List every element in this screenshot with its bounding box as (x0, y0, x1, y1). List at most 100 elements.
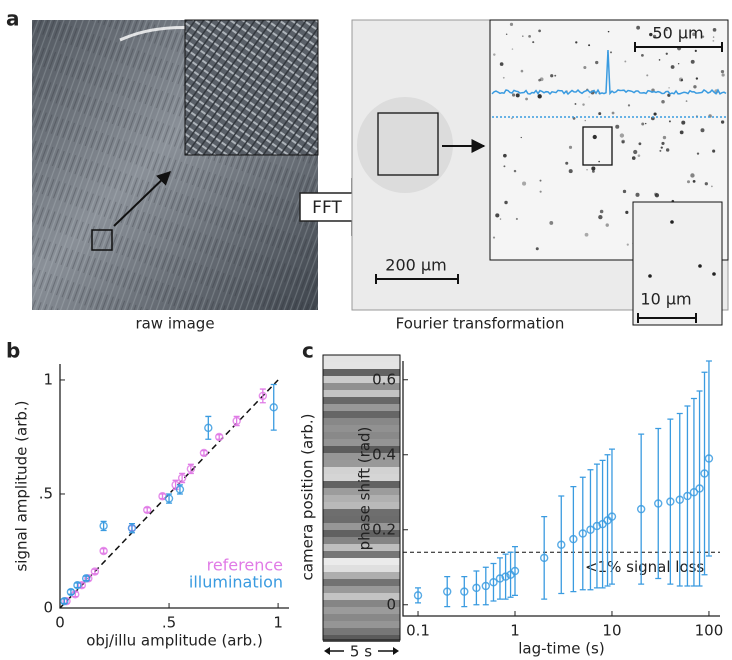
error-bar (444, 575, 451, 608)
kymograph-stripe (323, 432, 400, 439)
error-bar (696, 390, 703, 587)
speckle (712, 28, 717, 32)
point (232, 416, 241, 426)
time-bar-label: 5 s (350, 643, 372, 660)
error-bar (638, 433, 645, 585)
error-bar (415, 587, 422, 604)
speckle (574, 103, 577, 105)
kymograph-stripe (323, 593, 400, 600)
speckle (711, 185, 713, 188)
speckle (660, 146, 663, 149)
error-bar (690, 397, 697, 587)
panel-label: b (6, 339, 20, 363)
speckle (509, 22, 514, 26)
point (578, 529, 587, 538)
kymograph-stripe (323, 474, 400, 481)
point (175, 485, 185, 494)
speckle (502, 76, 505, 79)
point (127, 523, 137, 533)
speckle (499, 218, 502, 220)
speckle (515, 217, 518, 220)
point (700, 469, 709, 478)
speckle (694, 49, 697, 52)
error-bar (593, 463, 600, 589)
point (689, 488, 699, 497)
speckle (610, 51, 612, 54)
panel-label: c (302, 339, 314, 363)
speckle (499, 62, 504, 66)
error-bar (705, 360, 712, 557)
speckle (598, 112, 602, 116)
kymograph-stripe (323, 446, 400, 453)
x-tick-label: 1 (510, 622, 520, 640)
caption: raw image (135, 315, 214, 333)
speckle (696, 152, 700, 155)
speckle (503, 165, 506, 168)
speckle (621, 139, 625, 144)
speckle (622, 189, 627, 194)
speckle (493, 53, 496, 56)
fft-label: FFT (312, 198, 342, 218)
point (695, 484, 704, 493)
speckle (658, 59, 661, 61)
kymograph-stripe (323, 551, 400, 558)
caption: Fourier transformation (396, 315, 565, 333)
kymograph-stripe (323, 516, 400, 523)
kymograph-stripe (323, 565, 400, 572)
zoom-box (582, 126, 613, 166)
speckle (670, 220, 674, 224)
speckle (679, 130, 684, 135)
error-bar (599, 459, 606, 589)
speckle (538, 78, 541, 82)
speckle (692, 179, 696, 183)
speckle (712, 36, 715, 38)
guide-line (59, 379, 279, 609)
point (501, 572, 510, 581)
kymograph-stripe (323, 383, 400, 390)
point (66, 587, 76, 597)
y-axis-label: phase shift (rad) (356, 427, 374, 551)
kymograph-stripe (323, 404, 400, 411)
kymograph-stripe (323, 509, 400, 516)
point (269, 403, 278, 412)
point (569, 534, 578, 544)
y-tick-label: 0 (386, 595, 396, 613)
kymograph-stripe (323, 544, 400, 551)
error-bar (461, 575, 468, 608)
speckle (511, 93, 516, 97)
speckle (712, 272, 716, 276)
error-bar (570, 485, 577, 593)
error-bar (579, 476, 586, 591)
point (607, 512, 617, 521)
speckle (537, 94, 542, 99)
speckle (505, 33, 508, 36)
kymograph-stripe (323, 411, 400, 418)
panel-label: a (6, 7, 20, 31)
speckle (649, 32, 653, 37)
error-bar (684, 405, 691, 587)
kymograph-stripe (323, 628, 400, 635)
speckle (636, 25, 641, 30)
kymograph-stripe (323, 355, 400, 362)
speckle (619, 133, 625, 138)
speckle (515, 93, 520, 98)
zoom-arrow (113, 171, 172, 227)
error-bar (507, 551, 514, 598)
speckle (511, 117, 513, 120)
x-tick-label: 1 (273, 614, 283, 632)
speckle (677, 63, 680, 65)
kymograph-stripe (323, 467, 400, 474)
profile-line (491, 49, 727, 96)
speckle (615, 124, 620, 129)
speckle (626, 243, 629, 246)
speckle (670, 65, 675, 69)
speckle (665, 28, 668, 32)
speckle (586, 169, 588, 171)
point (592, 521, 602, 531)
scale-bar-label: 10 μm (640, 290, 691, 309)
speckle (522, 181, 527, 186)
kymograph-stripe (323, 425, 400, 432)
point (199, 448, 209, 458)
speckle (712, 39, 715, 42)
speckle (668, 87, 670, 89)
